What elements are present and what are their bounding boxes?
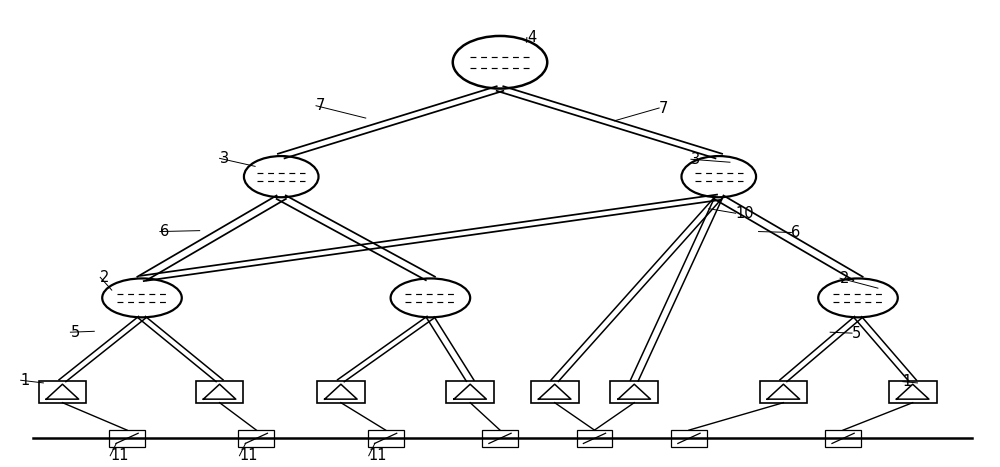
Bar (577, 430, 612, 446)
Bar (109, 430, 145, 446)
Text: 6: 6 (791, 225, 801, 240)
Text: 7: 7 (659, 100, 668, 115)
Text: 3: 3 (691, 152, 700, 167)
Text: 1: 1 (903, 374, 912, 389)
Text: 11: 11 (239, 448, 258, 463)
Bar (446, 381, 494, 403)
Text: 2: 2 (840, 271, 849, 286)
Text: 10: 10 (736, 206, 754, 221)
Text: 5: 5 (70, 325, 80, 340)
Text: 2: 2 (100, 270, 110, 285)
Bar (317, 381, 365, 403)
Text: 6: 6 (160, 224, 169, 239)
Bar (238, 430, 274, 446)
Bar (482, 430, 518, 446)
Text: 11: 11 (369, 448, 387, 463)
Bar (610, 381, 658, 403)
Bar (196, 381, 243, 403)
Text: 5: 5 (852, 325, 861, 340)
Text: 7: 7 (316, 98, 325, 113)
Bar (39, 381, 86, 403)
Bar (825, 430, 861, 446)
Bar (368, 430, 404, 446)
Bar (531, 381, 579, 403)
Text: 11: 11 (110, 448, 129, 463)
Bar (889, 381, 937, 403)
Text: 4: 4 (527, 30, 536, 45)
Text: 1: 1 (21, 373, 30, 388)
Text: 3: 3 (220, 151, 229, 166)
Bar (671, 430, 707, 446)
Bar (760, 381, 807, 403)
